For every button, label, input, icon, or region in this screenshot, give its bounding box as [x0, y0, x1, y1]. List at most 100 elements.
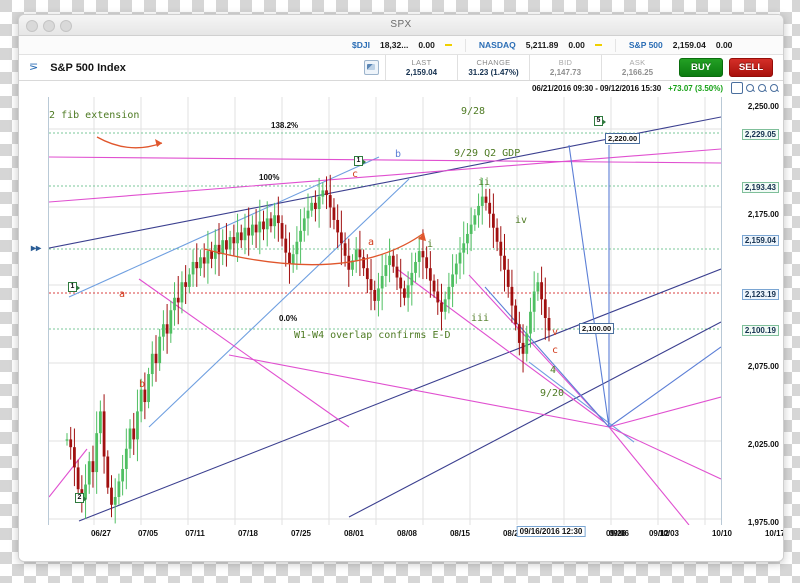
zoom-reset-icon[interactable]: [769, 83, 779, 93]
annotation-wave-iii: iii: [471, 313, 490, 324]
x-tick-3: 07/18: [237, 529, 259, 538]
window-controls[interactable]: [26, 20, 72, 32]
annotation-wave-a-2: a: [368, 237, 375, 248]
price-box-2100[interactable]: 2,100.00: [579, 323, 615, 334]
y-tick-2229: 2,229.05: [741, 129, 779, 140]
chart-type-icon[interactable]: [364, 60, 379, 75]
window-title: SPX: [390, 19, 412, 30]
chart-toolbar: ⋝ S&P 500 Index LAST 2,159.04 CHANGE 31.…: [19, 55, 783, 81]
market-quote-strip: $DJI 18,32... 0.00 NASDAQ 5,211.89 0.00 …: [19, 36, 783, 55]
fib-label-1382: 138.2%: [271, 121, 299, 130]
quote-value: 2,159.04: [672, 40, 706, 50]
x-tick-5: 08/01: [343, 529, 365, 538]
chart-canvas[interactable]: ▸▸: [19, 95, 783, 558]
quote-symbol: $DJI: [352, 40, 370, 50]
trendline-ending-diagonal: [68, 156, 635, 443]
quote-change: 0.00: [568, 40, 585, 50]
sell-button[interactable]: SELL: [729, 58, 773, 77]
x-tick-2: 07/11: [185, 529, 205, 538]
annotation-arrows: [96, 136, 425, 266]
quote-cell-last: LAST 2,159.04: [385, 55, 457, 80]
quote-change: 0.00: [715, 40, 733, 50]
annotation-wave-iv: iv: [515, 215, 528, 226]
annotation-928: 9/28: [461, 106, 486, 117]
close-icon[interactable]: [26, 20, 38, 32]
y-tick-2175: 2,175.00: [747, 210, 779, 219]
quote-value: 5,211.89: [525, 40, 559, 50]
quote-symbol: S&P 500: [628, 40, 663, 50]
chart-period-change: +73.07 (3.50%): [668, 83, 723, 93]
window-titlebar[interactable]: SPX: [19, 15, 783, 36]
quote-cell-label: CHANGE: [476, 58, 511, 67]
x-tick-16: 10/17: [764, 529, 784, 538]
y-tick-2075: 2,075.00: [747, 362, 779, 371]
quote-cell-value: 2,147.73: [549, 68, 582, 77]
x-axis-cursor-label[interactable]: 09/16/2016 12:30: [516, 526, 586, 537]
quote-cell-label: LAST: [411, 58, 432, 67]
price-box-2220[interactable]: 2,220.00: [605, 133, 641, 144]
quote-cell-value: 31.23 (1.47%): [468, 68, 519, 77]
x-tick-0: 06/27: [90, 529, 112, 538]
annotation-wave-ii: ii: [478, 177, 491, 188]
zoom-in-icon[interactable]: [757, 83, 767, 93]
annotation-920: 9/20: [540, 388, 565, 399]
fib-label-100: 100%: [259, 173, 280, 182]
wave-box-1-left: 1: [68, 282, 80, 292]
annotation-wave-b-2: b: [395, 149, 402, 160]
x-tick-1: 07/05: [137, 529, 159, 538]
grid-lines: [49, 97, 721, 525]
fib-label-0: 0.0%: [279, 314, 298, 323]
zoom-icon[interactable]: [60, 20, 72, 32]
minimize-icon[interactable]: [43, 20, 55, 32]
quote-cell-label: BID: [558, 58, 573, 67]
quote-change: 0.00: [418, 40, 435, 50]
annotation-wave-c: c: [552, 345, 559, 356]
x-axis[interactable]: 06/27 07/05 07/11 07/18 07/25 08/01 08/0…: [48, 526, 784, 544]
wave-box-5: 5: [594, 116, 606, 126]
x-tick-6: 08/08: [396, 529, 418, 538]
quote-cell-ask: ASK 2,166.25: [601, 55, 673, 80]
annotation-w1w4: W1-W4 overlap confirms E-D: [294, 330, 451, 341]
zoom-out-icon[interactable]: [745, 83, 755, 93]
quote-item-sp500[interactable]: S&P 500 2,159.04 0.00: [614, 38, 746, 52]
fit-icon[interactable]: [731, 82, 743, 94]
x-tick-10: 09/06: [608, 529, 630, 538]
quote-cell-bid: BID 2,147.73: [529, 55, 601, 80]
x-tick-15: 10/10: [711, 529, 733, 538]
y-tick-2193: 2,193.43: [741, 182, 779, 193]
annotation-wave-a-1: a: [119, 289, 126, 300]
annotation-929-q2gdp: 9/29 Q2 GDP: [454, 148, 521, 159]
y-tick-2123: 2,123.19: [741, 289, 779, 300]
candlestick-series: [65, 174, 551, 524]
chart-date-range: 06/21/2016 09:30 - 09/12/2016 15:30: [532, 83, 662, 93]
arrowhead-icon: [155, 139, 162, 147]
chart-header: 06/21/2016 09:30 - 09/12/2016 15:30 +73.…: [19, 81, 783, 95]
x-tick-4: 07/25: [290, 529, 312, 538]
y-tick-2250: 2,250.00: [747, 102, 779, 111]
wave-box-2-left: 2: [75, 493, 87, 503]
annotation-wave-v: v: [552, 327, 559, 338]
chart-graphics: [49, 97, 721, 525]
chart-plot-area[interactable]: 138.2% 100% 0.0% 1 1 2 5 9/28 9/29 Q2 GD…: [48, 97, 722, 525]
quote-symbol: NASDAQ: [478, 40, 516, 50]
annotation-wave-b-1: b: [139, 379, 146, 390]
quote-item-dji[interactable]: $DJI 18,32... 0.00: [339, 39, 465, 52]
trendline-projection: [484, 144, 721, 428]
quote-value: 18,32...: [379, 40, 409, 50]
quote-item-nasdaq[interactable]: NASDAQ 5,211.89 0.00: [464, 38, 615, 52]
flat-indicator-icon: [444, 44, 452, 46]
collapse-icon[interactable]: ⋝: [29, 61, 39, 73]
annotation-fib-ext: .382 fib extension: [49, 110, 140, 121]
y-tick-2159: 2,159.04: [741, 235, 779, 246]
chart-zoom-tools[interactable]: [731, 82, 779, 94]
quote-cell-change: CHANGE 31.23 (1.47%): [457, 55, 529, 80]
expand-panel-icon[interactable]: ▸▸: [31, 243, 42, 254]
quote-cell-value: 2,159.04: [405, 68, 438, 77]
flat-indicator-icon: [594, 44, 602, 46]
app-window-wrapper: SPX $DJI 18,32... 0.00 NASDAQ 5,211.89 0…: [18, 14, 784, 562]
annotation-wave-i: i: [427, 239, 434, 250]
trendline-channel: [49, 116, 721, 522]
buy-button[interactable]: BUY: [679, 58, 723, 77]
y-axis[interactable]: 2,250.00 2,229.05 2,193.43 2,175.00 2,15…: [720, 97, 782, 527]
y-tick-1975: 1,975.00: [747, 518, 779, 527]
